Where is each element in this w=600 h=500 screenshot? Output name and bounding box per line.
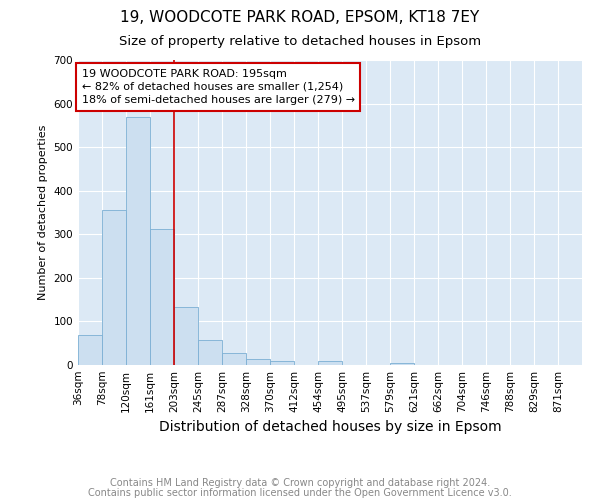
Text: Size of property relative to detached houses in Epsom: Size of property relative to detached ho… [119,35,481,48]
Text: Contains HM Land Registry data © Crown copyright and database right 2024.: Contains HM Land Registry data © Crown c… [110,478,490,488]
Text: Contains public sector information licensed under the Open Government Licence v3: Contains public sector information licen… [88,488,512,498]
Bar [270,360,294,365]
Bar [222,353,246,365]
Bar [126,116,150,365]
Bar [198,340,222,365]
Text: 19, WOODCOTE PARK ROAD, EPSOM, KT18 7EY: 19, WOODCOTE PARK ROAD, EPSOM, KT18 7EY [121,10,479,25]
Y-axis label: Number of detached properties: Number of detached properties [38,125,48,300]
Bar [150,229,174,365]
Bar [318,360,342,365]
X-axis label: Distribution of detached houses by size in Epsom: Distribution of detached houses by size … [158,420,502,434]
Bar [102,210,126,365]
Text: 19 WOODCOTE PARK ROAD: 195sqm
← 82% of detached houses are smaller (1,254)
18% o: 19 WOODCOTE PARK ROAD: 195sqm ← 82% of d… [82,68,355,105]
Bar [174,307,198,365]
Bar [390,363,414,365]
Bar [78,336,102,365]
Bar [246,360,270,365]
